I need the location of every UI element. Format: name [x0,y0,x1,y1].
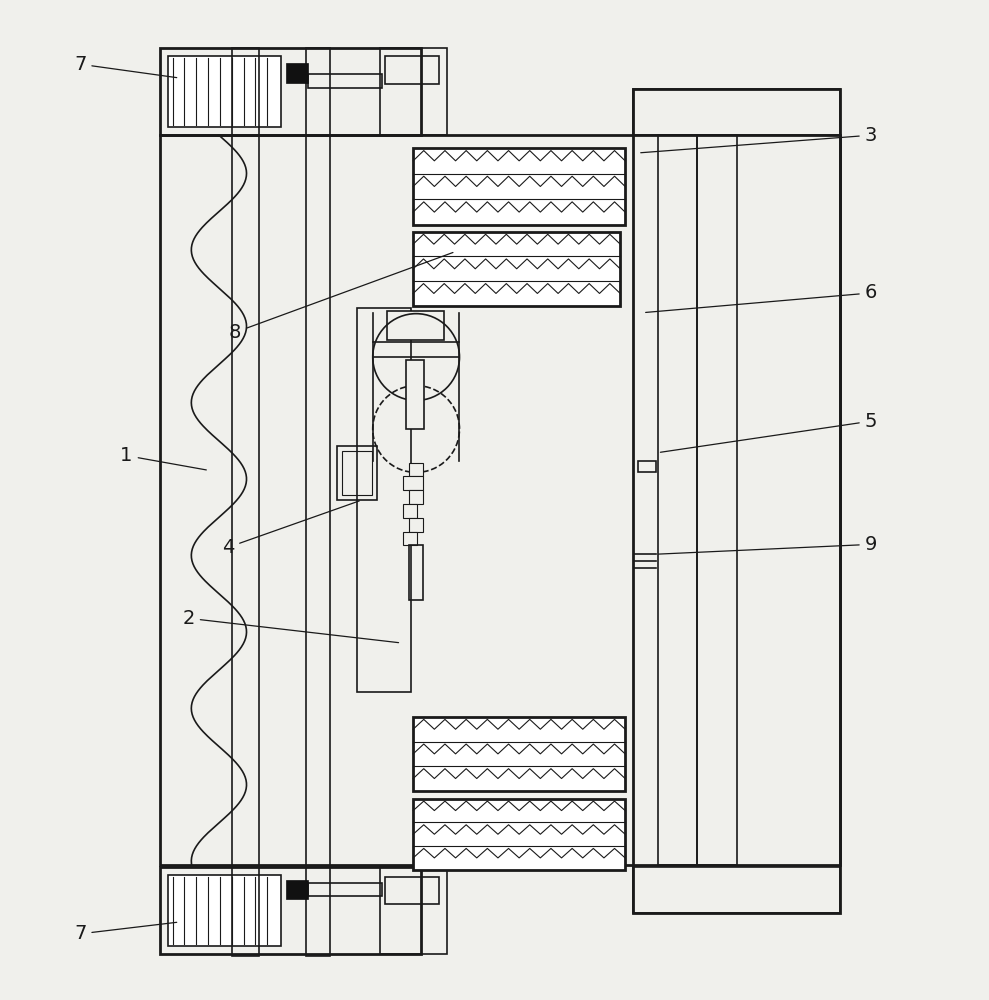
Bar [286,63,308,83]
Bar [160,867,421,954]
Bar [413,799,625,870]
Bar [638,461,656,472]
Bar [168,56,281,127]
Bar [308,883,382,896]
Bar [413,148,625,225]
Bar [387,311,444,340]
Bar [168,875,281,946]
Bar [385,56,439,84]
Bar [404,504,417,518]
Text: 7: 7 [74,55,177,78]
Bar [404,532,417,545]
Bar [308,74,382,88]
Text: 7: 7 [74,922,177,943]
Bar [160,48,421,135]
Bar [413,232,620,306]
Bar [658,135,697,865]
Bar [633,89,840,913]
Text: 9: 9 [659,535,877,554]
Bar [404,476,423,490]
Bar [409,518,423,532]
Bar [380,867,447,954]
Bar [413,717,625,791]
Bar [160,135,840,865]
Bar [380,48,447,135]
Text: 5: 5 [661,412,877,452]
Bar [337,446,377,500]
Bar [231,48,259,956]
Bar [409,463,423,476]
Bar [306,48,330,956]
Text: 4: 4 [222,501,359,557]
Bar [409,545,423,600]
Bar [633,867,840,913]
Bar [286,880,308,899]
Text: 8: 8 [228,252,453,342]
Bar [697,135,737,865]
Text: 3: 3 [641,126,877,153]
Bar [409,490,423,504]
Bar [357,308,411,692]
Bar [342,451,372,495]
Text: 1: 1 [121,446,207,470]
Bar [406,360,424,429]
Text: 6: 6 [646,283,877,312]
Text: 2: 2 [182,609,399,643]
Bar [385,877,439,904]
Bar [633,89,840,135]
